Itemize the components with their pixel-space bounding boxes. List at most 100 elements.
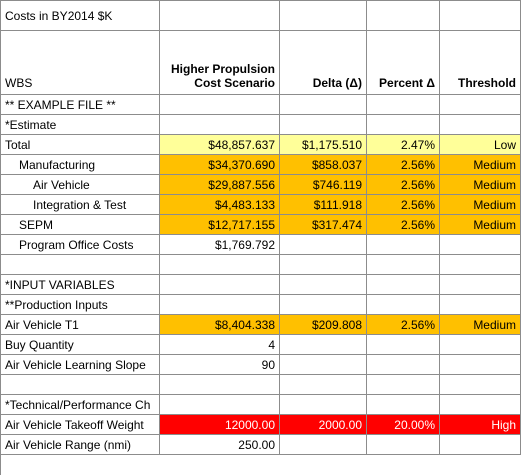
- cell-label[interactable]: [1, 255, 160, 275]
- cell-threshold[interactable]: Medium: [440, 175, 521, 195]
- cell-percent[interactable]: [367, 295, 440, 315]
- cell-delta[interactable]: 2000.00: [280, 415, 367, 435]
- cell-label[interactable]: Air Vehicle Takeoff Weight: [1, 415, 160, 435]
- cell-value[interactable]: $8,404.338: [160, 315, 280, 335]
- cell-delta[interactable]: $111.918: [280, 195, 367, 215]
- cell-delta[interactable]: [280, 335, 367, 355]
- cell-label[interactable]: ** EXAMPLE FILE **: [1, 95, 160, 115]
- cell-label[interactable]: Buy Quantity: [1, 335, 160, 355]
- cell-delta[interactable]: [280, 275, 367, 295]
- cell-percent[interactable]: [367, 395, 440, 415]
- cell-threshold[interactable]: [440, 395, 521, 415]
- cell-title-d[interactable]: [367, 1, 440, 31]
- cell-label[interactable]: Total: [1, 135, 160, 155]
- header-percent[interactable]: Percent Δ: [367, 31, 440, 95]
- cell-threshold[interactable]: [440, 295, 521, 315]
- cell-delta[interactable]: [280, 235, 367, 255]
- cell-value[interactable]: $1,769.792: [160, 235, 280, 255]
- cell-threshold[interactable]: [440, 275, 521, 295]
- cell-percent[interactable]: [367, 115, 440, 135]
- cell-delta[interactable]: $317.474: [280, 215, 367, 235]
- cell-percent[interactable]: [367, 435, 440, 455]
- cell-threshold[interactable]: [440, 335, 521, 355]
- cell-percent[interactable]: [367, 335, 440, 355]
- cell-title-e[interactable]: [440, 1, 521, 31]
- cell-percent[interactable]: [367, 275, 440, 295]
- cell-percent[interactable]: 20.00%: [367, 415, 440, 435]
- cell-label[interactable]: Program Office Costs: [1, 235, 160, 255]
- cell-value[interactable]: $12,717.155: [160, 215, 280, 235]
- cell-delta[interactable]: [280, 375, 367, 395]
- cell-percent[interactable]: [367, 255, 440, 275]
- cell-delta[interactable]: $1,175.510: [280, 135, 367, 155]
- cell-value[interactable]: [160, 115, 280, 135]
- cell-threshold[interactable]: Medium: [440, 155, 521, 175]
- cell-delta[interactable]: $746.119: [280, 175, 367, 195]
- cell-threshold[interactable]: [440, 95, 521, 115]
- cell-value[interactable]: 250.00: [160, 435, 280, 455]
- cell-label[interactable]: Air Vehicle T1: [1, 315, 160, 335]
- cell-threshold[interactable]: [440, 115, 521, 135]
- cell-threshold[interactable]: High: [440, 415, 521, 435]
- cell-label[interactable]: Integration & Test: [1, 195, 160, 215]
- header-wbs[interactable]: WBS: [1, 31, 160, 95]
- cell-percent[interactable]: 2.56%: [367, 215, 440, 235]
- cell-label[interactable]: *Technical/Performance Ch: [1, 395, 160, 415]
- cell-delta[interactable]: [280, 295, 367, 315]
- cell-value[interactable]: [160, 275, 280, 295]
- cell-label[interactable]: *Estimate: [1, 115, 160, 135]
- cell-delta[interactable]: [280, 115, 367, 135]
- cell-threshold[interactable]: Medium: [440, 215, 521, 235]
- cell-delta[interactable]: $858.037: [280, 155, 367, 175]
- cell-value[interactable]: [160, 295, 280, 315]
- cell-percent[interactable]: [367, 355, 440, 375]
- cell-value[interactable]: $34,370.690: [160, 155, 280, 175]
- header-scenario[interactable]: Higher Propulsion Cost Scenario: [160, 31, 280, 95]
- cell-delta[interactable]: $209.808: [280, 315, 367, 335]
- cell-percent[interactable]: 2.56%: [367, 315, 440, 335]
- cell-title-c[interactable]: [280, 1, 367, 31]
- cell-value[interactable]: [160, 95, 280, 115]
- cell-threshold[interactable]: [440, 255, 521, 275]
- cell-percent[interactable]: 2.47%: [367, 135, 440, 155]
- sheet-title-cell[interactable]: Costs in BY2014 $K: [1, 1, 160, 31]
- header-threshold[interactable]: Threshold: [440, 31, 521, 95]
- cell-value[interactable]: [160, 395, 280, 415]
- cell-percent[interactable]: 2.56%: [367, 175, 440, 195]
- cell-title-b[interactable]: [160, 1, 280, 31]
- cell-threshold[interactable]: Medium: [440, 315, 521, 335]
- cell-threshold[interactable]: [440, 355, 521, 375]
- cell-delta[interactable]: [280, 355, 367, 375]
- cell-label[interactable]: Air Vehicle Learning Slope: [1, 355, 160, 375]
- cell-percent[interactable]: 2.56%: [367, 155, 440, 175]
- cell-label[interactable]: Manufacturing: [1, 155, 160, 175]
- header-delta[interactable]: Delta (Δ): [280, 31, 367, 95]
- cell-threshold[interactable]: [440, 375, 521, 395]
- cell-threshold[interactable]: [440, 435, 521, 455]
- cell-value[interactable]: $4,483.133: [160, 195, 280, 215]
- cell-value[interactable]: 4: [160, 335, 280, 355]
- cell-delta[interactable]: [280, 255, 367, 275]
- cell-delta[interactable]: [280, 395, 367, 415]
- cell-threshold[interactable]: Low: [440, 135, 521, 155]
- cell-delta[interactable]: [280, 435, 367, 455]
- cell-value[interactable]: 90: [160, 355, 280, 375]
- cell-threshold[interactable]: [440, 235, 521, 255]
- cell-percent[interactable]: [367, 375, 440, 395]
- cell-delta[interactable]: [280, 95, 367, 115]
- cell-label[interactable]: *INPUT VARIABLES: [1, 275, 160, 295]
- cell-label[interactable]: SEPM: [1, 215, 160, 235]
- cell-value[interactable]: $48,857.637: [160, 135, 280, 155]
- cell-value[interactable]: [160, 375, 280, 395]
- cell-value[interactable]: $29,887.556: [160, 175, 280, 195]
- cell-label[interactable]: Air Vehicle Range (nmi): [1, 435, 160, 455]
- cell-label[interactable]: **Production Inputs: [1, 295, 160, 315]
- cell-percent[interactable]: [367, 235, 440, 255]
- cell-value[interactable]: 12000.00: [160, 415, 280, 435]
- cell-percent[interactable]: 2.56%: [367, 195, 440, 215]
- cell-percent[interactable]: [367, 95, 440, 115]
- cell-threshold[interactable]: Medium: [440, 195, 521, 215]
- cell-label[interactable]: Air Vehicle: [1, 175, 160, 195]
- cell-value[interactable]: [160, 255, 280, 275]
- cell-label[interactable]: [1, 375, 160, 395]
